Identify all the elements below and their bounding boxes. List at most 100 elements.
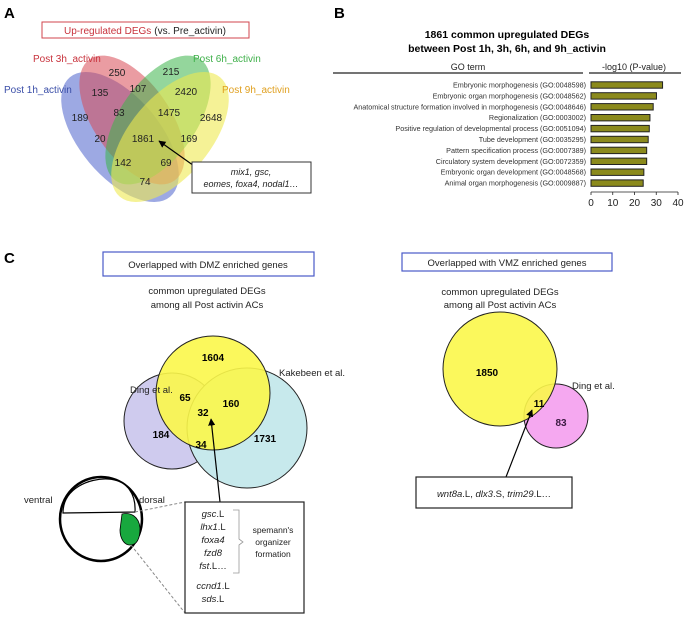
vmz-subtitle-line-2: among all Post activin ACs (444, 300, 557, 311)
chart-title-line-2: between Post 1h, 3h, 6h, and 9h_activin (408, 43, 606, 55)
count: 1731 (254, 434, 277, 445)
bracket-line-2: organizer (255, 537, 291, 547)
vmz-arrow (505, 409, 534, 478)
bar (590, 157, 648, 166)
count: 1475 (158, 108, 181, 119)
dmz-venn (123, 335, 308, 489)
dmz-subtitle-line-2: among all Post activin ACs (151, 300, 264, 311)
bracket (233, 509, 244, 574)
count: 1604 (202, 353, 225, 364)
four-set-venn (61, 55, 229, 203)
count: 69 (160, 158, 172, 169)
gene: foxa4 (201, 535, 224, 546)
count: 65 (179, 393, 191, 404)
zoom-line-bottom (130, 544, 186, 614)
count: 1861 (132, 134, 155, 145)
panel-a-label: A (4, 5, 15, 22)
count: 34 (195, 440, 207, 451)
go-term-label: Regionalization (GO:0003002) (489, 113, 586, 122)
count: 189 (72, 113, 89, 124)
bracket-line-1: spemann's (253, 525, 294, 535)
vmz-label-ding: Ding et al. (572, 381, 615, 392)
dmz-gene-list: gsc.L lhx1.L foxa4 fzd8 fst.L… ccnd1.L s… (196, 509, 229, 605)
gene: gsc.L (202, 509, 225, 520)
go-term-label: Positive regulation of developmental pro… (395, 124, 586, 133)
bar (590, 114, 651, 122)
bar (590, 103, 654, 111)
callout-arrow (158, 140, 198, 169)
ventral-label: ventral (24, 495, 53, 506)
callout-line-2: eomes, foxa4, nodal1… (203, 179, 298, 189)
count: 74 (139, 177, 151, 188)
count: 32 (197, 408, 209, 419)
callout-box (191, 161, 312, 194)
count: 142 (115, 158, 132, 169)
dmz-counts: 1604 65 160 32 184 34 1731 (153, 353, 277, 451)
go-term-label: Anatomical structure formation involved … (353, 102, 586, 111)
dmz-title-box (102, 251, 315, 277)
bar-chart: Embryonic morphogenesis (GO:0048598)Embr… (353, 81, 664, 188)
panel-c-label: C (4, 250, 15, 267)
vmz-title-box (401, 252, 613, 272)
callout-line-1: mix1, gsc, (231, 167, 272, 177)
x-tick-label: 30 (651, 198, 663, 209)
zoom-line-top (134, 501, 186, 513)
embryo-diagram (58, 475, 144, 563)
bar (590, 135, 649, 144)
go-term-label: Embryonic morphogenesis (GO:0048598) (453, 81, 586, 90)
dorsal-marginal-zone (119, 513, 141, 546)
go-term-header: GO term (451, 62, 486, 72)
vmz-venn (442, 311, 589, 449)
count: 107 (130, 84, 147, 95)
gene: fzd8 (204, 548, 223, 559)
vmz-counts: 1850 11 83 (476, 368, 567, 429)
bar (590, 146, 648, 155)
chart-title-line-1: 1861 common upregulated DEGs (425, 29, 590, 41)
vmz-gene-box (415, 476, 573, 509)
count: 160 (223, 399, 240, 410)
gene: ccnd1.L (196, 581, 229, 592)
dmz-label-kakebeen: Kakebeen et al. (279, 368, 345, 379)
x-tick-label: 20 (629, 198, 641, 209)
vmz-gene-list: wnt8a.L, dlx3.S, trim29.L… (437, 489, 551, 500)
bar (590, 124, 650, 133)
x-tick-label: 10 (607, 198, 619, 209)
dmz-arrow (208, 418, 221, 503)
bar (590, 81, 664, 89)
vmz-subtitle-line-1: common upregulated DEGs (441, 287, 558, 298)
set-label-6h: Post 6h_activin (193, 54, 261, 65)
bar (590, 168, 645, 176)
dorsal-label: dorsal (139, 495, 165, 506)
count: 250 (109, 68, 126, 79)
blastocoel (62, 478, 136, 514)
go-term-label: Pattern specification process (GO:000738… (446, 146, 586, 155)
go-term-label: Embryonic organ morphogenesis (GO:004856… (433, 91, 586, 100)
title-sub: (vs. Pre_activin) (154, 26, 226, 37)
panel-a-title: Up-regulated DEGs (vs. Pre_activin) (64, 26, 226, 37)
x-tick-label: 0 (588, 198, 594, 209)
set-label-1h: Post 1h_activin (4, 85, 72, 96)
title-main: Up-regulated DEGs (64, 26, 151, 37)
count: 215 (163, 67, 180, 78)
count: 184 (153, 430, 170, 441)
x-axis-ticks: 0 10 20 30 40 (588, 192, 684, 209)
count: 20 (94, 134, 106, 145)
venn-set-9h (111, 71, 229, 203)
count: 83 (113, 108, 125, 119)
gene: lhx1.L (200, 522, 225, 533)
count: 2648 (200, 113, 223, 124)
dmz-subtitle-line-1: common upregulated DEGs (148, 286, 265, 297)
gene: sds.L (202, 594, 225, 605)
venn-common-vmz (442, 311, 558, 427)
count: 2420 (175, 87, 198, 98)
go-term-label: Animal organ morphogenesis (GO:0009887) (445, 179, 586, 188)
x-tick-label: 40 (672, 198, 684, 209)
dmz-label-ding: Ding et al. (130, 385, 173, 396)
bar (590, 179, 644, 187)
go-term-label: Circulatory system development (GO:00723… (436, 157, 586, 166)
set-label-3h: Post 3h_activin (33, 54, 101, 65)
dmz-gene-box (184, 501, 305, 614)
x-axis-label: -log10 (P-value) (602, 62, 666, 72)
bar (590, 92, 657, 100)
go-term-label: Tube development (GO:0035295) (479, 135, 586, 144)
